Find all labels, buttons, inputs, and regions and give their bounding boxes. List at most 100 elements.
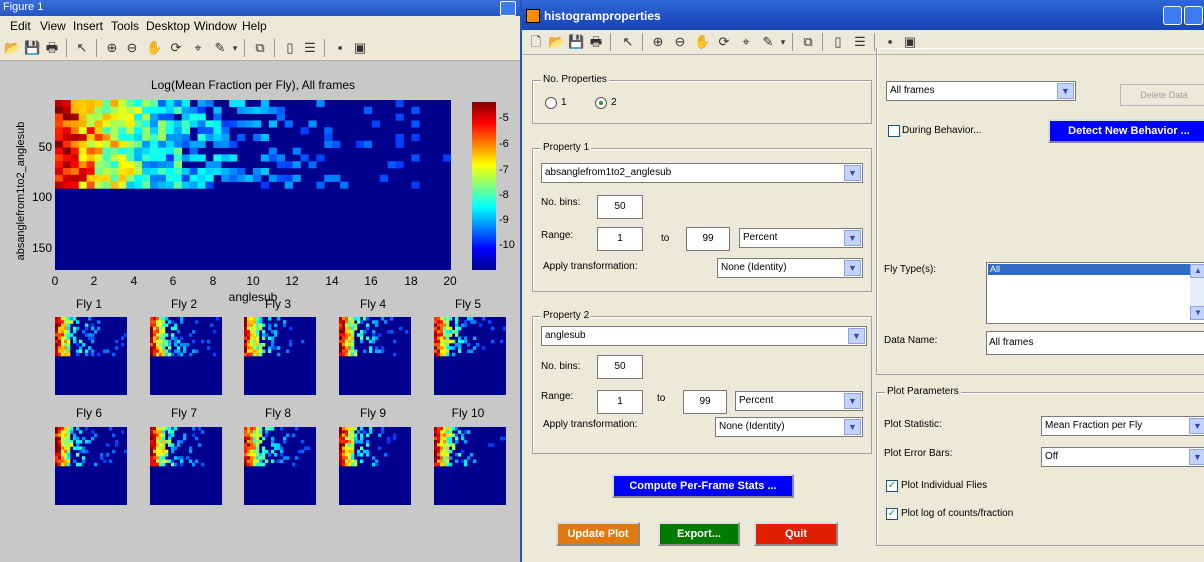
during-behavior-label: During Behavior... [902,125,982,136]
show-tools-icon[interactable]: ▣ [903,34,917,49]
minimize-icon[interactable] [1163,6,1182,25]
property2-transform-select[interactable]: None (Identity) ▼ [715,417,863,437]
data-select-value: All frames [890,85,935,96]
figure1-menubar: Edit View Insert Tools Desktop Window He… [0,16,522,36]
menu-window[interactable]: Window [194,19,237,33]
main-heatmap[interactable] [55,100,451,270]
menu-view[interactable]: View [40,19,66,33]
pan-icon[interactable]: ✋ [694,34,711,49]
data-name-input[interactable]: All frames [986,331,1204,355]
fly-heatmap[interactable] [55,317,127,395]
zoom-out-icon[interactable]: ⊖ [674,34,686,49]
new-icon[interactable]: 🗋 [530,34,542,49]
hide-tools-icon[interactable]: ▪ [887,34,893,49]
brush-dropdown-icon[interactable]: ▾ [232,43,238,53]
plot-log-checkbox[interactable]: ✓ [886,508,898,520]
print-icon[interactable]: 🖶 [45,40,59,55]
fly-types-listbox[interactable]: All ▲ ▼ [986,262,1204,324]
fly-types-scrollbar[interactable]: ▲ ▼ [1190,264,1204,320]
plot-error-bars-select[interactable]: Off ▼ [1041,447,1204,467]
save-icon[interactable]: 💾 [24,40,41,55]
colorbar-tick: -9 [499,214,509,226]
fly-heatmap[interactable] [150,427,222,505]
brush-icon[interactable]: ✎ [762,34,774,49]
maximize-icon[interactable] [1184,6,1203,25]
menu-tools[interactable]: Tools [111,19,140,33]
plot-statistic-value: Mean Fraction per Fly [1045,420,1143,431]
pointer-icon[interactable]: ↖ [76,40,88,55]
menu-help[interactable]: Help [242,19,267,33]
link-icon[interactable]: ⧉ [803,34,813,49]
property2-nbins-label: No. bins: [541,361,581,372]
radio-one-property[interactable] [545,97,557,109]
export-button[interactable]: Export... [658,522,740,546]
data-cursor-icon[interactable]: ⌖ [194,40,202,55]
data-select[interactable]: All frames ▼ [886,81,1076,101]
fly-type-item-all[interactable]: All [988,264,1190,275]
plot-individual-flies-checkbox[interactable]: ✓ [886,480,898,492]
detect-new-behavior-button[interactable]: Detect New Behavior ... [1048,119,1204,143]
fly-heatmap[interactable] [339,317,411,395]
property1-range-min-input[interactable]: 1 [597,227,643,251]
zoom-in-icon[interactable]: ⊕ [652,34,664,49]
colorbar-icon[interactable]: ▯ [834,34,842,49]
quit-button[interactable]: Quit [754,522,838,546]
figure1-titlebar[interactable]: Figure 1 [0,0,522,16]
colorbar-icon[interactable]: ▯ [286,40,294,55]
open-icon[interactable]: 📂 [4,40,21,55]
property1-nbins-input[interactable]: 50 [597,195,643,219]
brush-dropdown-icon[interactable]: ▾ [780,37,786,47]
fly-heatmap[interactable] [339,427,411,505]
fly-heatmap[interactable] [434,427,506,505]
minimize-icon[interactable] [500,1,516,16]
menu-insert[interactable]: Insert [73,19,104,33]
during-behavior-checkbox[interactable] [888,125,900,137]
zoom-out-icon[interactable]: ⊖ [126,40,138,55]
property2-transform-value: None (Identity) [719,421,785,432]
plot-statistic-select[interactable]: Mean Fraction per Fly ▼ [1041,416,1204,436]
compute-stats-button[interactable]: Compute Per-Frame Stats ... [612,474,794,498]
property2-field-select[interactable]: anglesub ▼ [541,326,867,346]
fly-heatmap[interactable] [434,317,506,395]
property1-range-max-input[interactable]: 99 [686,227,730,251]
link-icon[interactable]: ⧉ [255,40,265,55]
fly-title: Fly 6 [75,406,102,420]
legend-icon[interactable]: ☰ [304,40,316,55]
open-icon[interactable]: 📂 [548,34,565,49]
rotate-icon[interactable]: ⟳ [718,34,730,49]
fly-heatmap[interactable] [244,427,316,505]
hp-titlebar[interactable]: histogramproperties [522,0,1204,30]
chevron-down-icon: ▼ [848,328,865,344]
property1-label: Property 1 [541,142,592,153]
hide-tools-icon[interactable]: ▪ [337,40,343,55]
scroll-down-icon[interactable]: ▼ [1190,306,1204,320]
property2-range-min-input[interactable]: 1 [597,390,643,414]
zoom-in-icon[interactable]: ⊕ [106,40,118,55]
save-icon[interactable]: 💾 [568,34,585,49]
menu-edit[interactable]: Edit [10,19,31,33]
brush-icon[interactable]: ✎ [214,40,226,55]
menu-desktop[interactable]: Desktop [146,19,191,33]
property2-range-unit-select[interactable]: Percent ▼ [735,391,863,411]
no-properties-label: No. Properties [541,74,609,85]
property2-nbins-input[interactable]: 50 [597,355,643,379]
property1-transform-select[interactable]: None (Identity) ▼ [717,258,863,278]
fly-heatmap[interactable] [244,317,316,395]
radio-two-properties[interactable] [595,97,607,109]
show-tools-icon[interactable]: ▣ [353,40,367,55]
data-cursor-icon[interactable]: ⌖ [742,34,750,49]
legend-icon[interactable]: ☰ [854,34,866,49]
print-icon[interactable]: 🖶 [589,34,603,49]
fly-heatmap[interactable] [150,317,222,395]
delete-data-button[interactable]: Delete Data [1120,84,1204,106]
rotate-icon[interactable]: ⟳ [170,40,182,55]
pan-icon[interactable]: ✋ [146,40,163,55]
scroll-up-icon[interactable]: ▲ [1190,264,1204,278]
pointer-icon[interactable]: ↖ [622,34,634,49]
property1-field-select[interactable]: absanglefrom1to2_anglesub ▼ [541,163,863,183]
update-plot-button[interactable]: Update Plot [556,522,640,546]
plot-statistic-label: Plot Statistic: [884,419,942,430]
property1-range-unit-select[interactable]: Percent ▼ [739,228,863,248]
fly-heatmap[interactable] [55,427,127,505]
property2-range-max-input[interactable]: 99 [683,390,727,414]
